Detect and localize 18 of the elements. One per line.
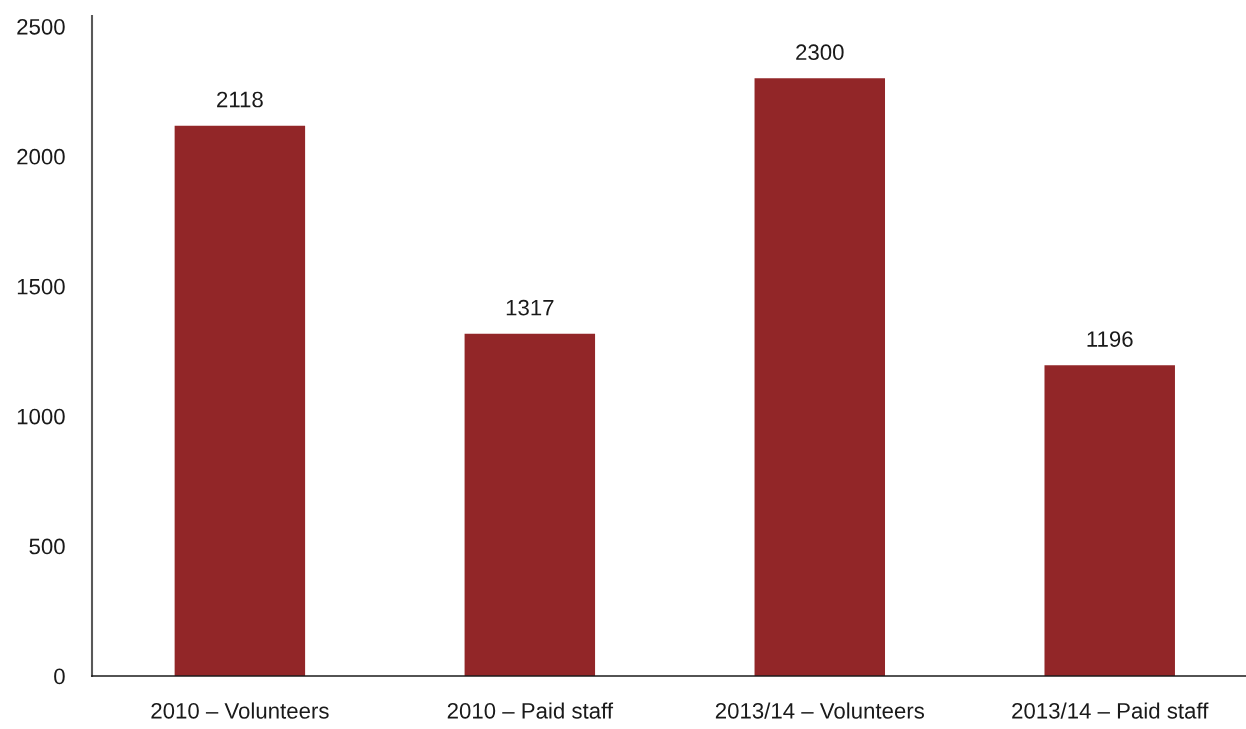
y-tick-label: 2500 (17, 18, 65, 35)
bar (754, 78, 886, 676)
y-tick-label: 1500 (17, 278, 65, 295)
data-label: 1317 (506, 299, 554, 316)
y-tick-label: 0 (54, 668, 65, 685)
data-label: 1196 (1087, 331, 1133, 347)
bar (1044, 365, 1175, 676)
bar (464, 333, 596, 676)
data-label: 2118 (217, 91, 263, 108)
x-tick-label: 2010 – Volunteers (151, 702, 329, 719)
x-tick-label: 2010 – Paid staff (447, 702, 614, 719)
y-tick-label: 500 (29, 538, 65, 555)
data-label: 2300 (796, 44, 844, 61)
x-tick-label: 2013/14 – Volunteers (715, 702, 925, 719)
x-tick-label: 2013/14 – Paid staff (1012, 702, 1209, 719)
y-tick-label: 2000 (17, 148, 65, 165)
y-tick-label: 1000 (17, 408, 65, 425)
bar (174, 125, 306, 676)
